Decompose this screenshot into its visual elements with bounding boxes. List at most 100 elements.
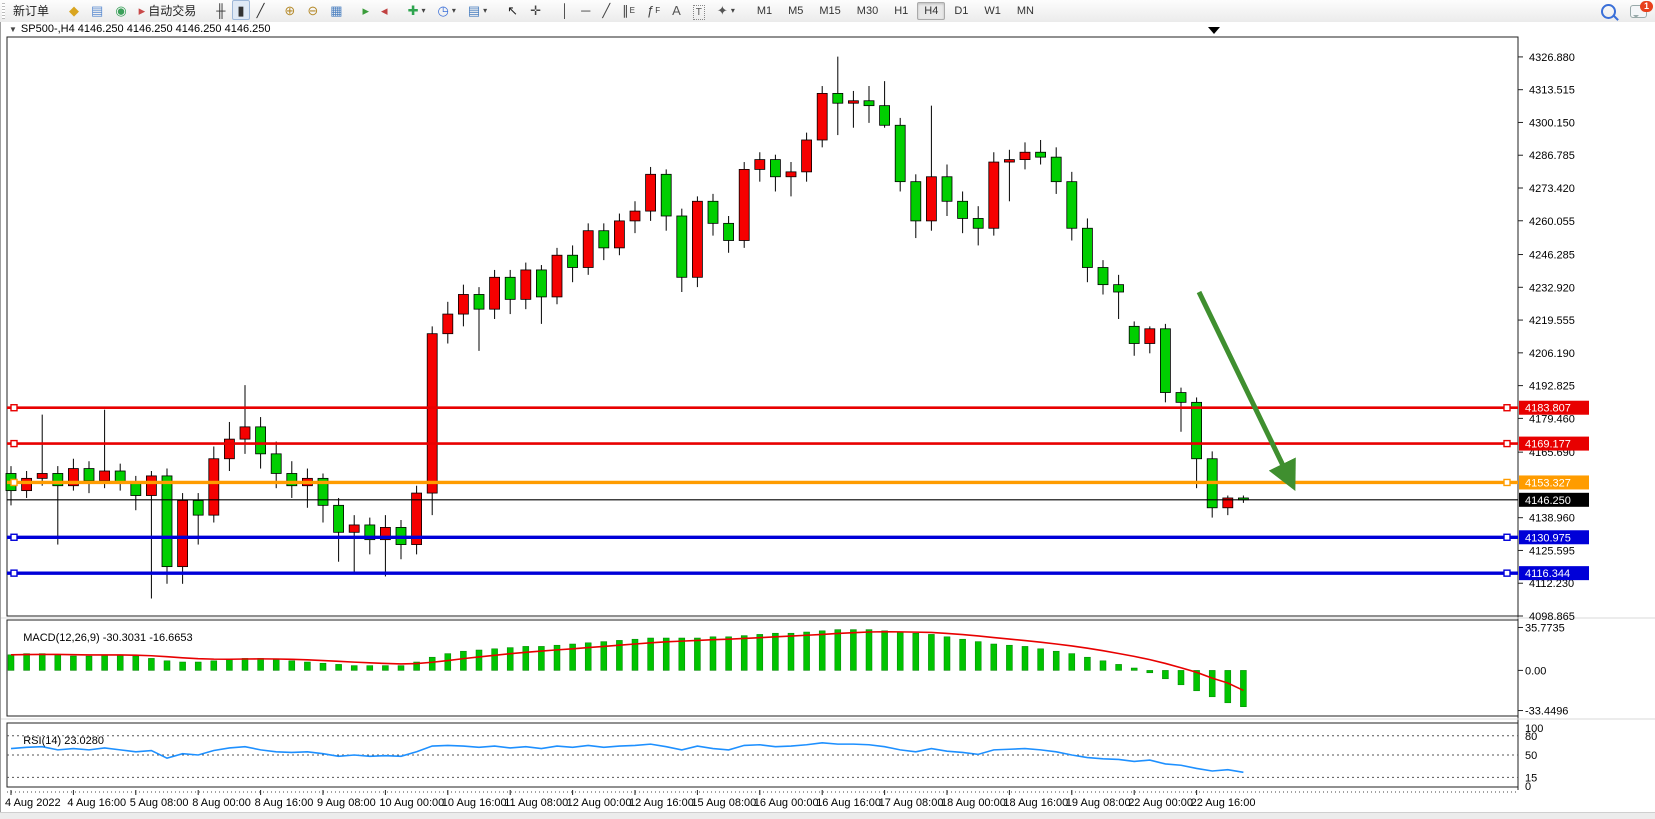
search-icon[interactable] <box>1601 3 1616 19</box>
signals-icon[interactable]: ◉ <box>110 0 131 20</box>
timeframe-m15[interactable]: M15 <box>819 5 841 17</box>
chevron-down-icon[interactable]: ▾ <box>483 5 488 15</box>
chevron-down-icon[interactable]: ▾ <box>421 5 426 15</box>
svg-text:4 Aug 16:00: 4 Aug 16:00 <box>67 797 126 809</box>
timeframe-h1[interactable]: H1 <box>894 5 909 17</box>
trendline-icon: ╱ <box>602 2 611 18</box>
data-window-icon[interactable]: ▤ <box>86 0 108 20</box>
svg-text:4219.555: 4219.555 <box>1529 315 1575 327</box>
svg-text:4260.055: 4260.055 <box>1529 216 1575 228</box>
svg-text:9 Aug 08:00: 9 Aug 08:00 <box>317 797 376 809</box>
svg-text:35.7735: 35.7735 <box>1525 622 1565 634</box>
svg-text:4192.825: 4192.825 <box>1529 381 1575 393</box>
main-panel-border <box>6 36 1519 617</box>
label-icon: T <box>692 4 705 20</box>
svg-text:16 Aug 00:00: 16 Aug 00:00 <box>754 797 819 809</box>
svg-text:16 Aug 16:00: 16 Aug 16:00 <box>816 797 881 809</box>
svg-text:22 Aug 16:00: 22 Aug 16:00 <box>1191 797 1256 809</box>
svg-text:4153.327: 4153.327 <box>1525 477 1571 489</box>
channel-icon[interactable]: ∥ E <box>622 2 635 18</box>
fibonacci-icon: ƒ <box>647 2 655 18</box>
chart-shift-icon[interactable]: ◂ <box>376 0 393 20</box>
signals-icon: ◉ <box>115 2 127 18</box>
svg-text:4138.960: 4138.960 <box>1529 513 1575 525</box>
svg-text:12 Aug 16:00: 12 Aug 16:00 <box>629 797 694 809</box>
svg-text:10 Aug 00:00: 10 Aug 00:00 <box>379 797 444 809</box>
new-order-button[interactable]: 新订单 <box>13 3 50 18</box>
timeframe-d1[interactable]: D1 <box>954 5 969 17</box>
trend-arrow-annotation[interactable] <box>1196 290 1296 492</box>
ohlc-bars-icon[interactable]: ╫ <box>211 0 230 20</box>
horizontal-line-icon[interactable]: ─ <box>576 0 595 20</box>
text-icon[interactable]: A <box>667 0 686 20</box>
chevron-down-icon[interactable]: ▾ <box>730 5 735 15</box>
svg-text:4098.865: 4098.865 <box>1529 611 1575 623</box>
indicators-button[interactable]: ✚ ▾ <box>403 0 431 20</box>
svg-text:4112.230: 4112.230 <box>1529 578 1574 590</box>
shapes-button[interactable]: ✦ ▾ <box>712 0 740 20</box>
svg-text:4 Aug 2022: 4 Aug 2022 <box>5 797 61 809</box>
tile-windows-icon: ▦ <box>330 2 343 18</box>
zoom-in-icon: ⊕ <box>284 2 296 18</box>
rsi-indicator-label: RSI(14) 23.0280 <box>23 735 104 747</box>
auto-scroll-icon[interactable]: ▸ <box>358 0 375 20</box>
cursor-icon[interactable]: ↖ <box>502 0 523 20</box>
timeframe-w1[interactable]: W1 <box>984 5 1001 17</box>
timeframe-m30[interactable]: M30 <box>856 5 879 17</box>
autotrading-button: ▸ <box>138 2 146 18</box>
toolbar-grip[interactable] <box>2 3 5 19</box>
timeframe-m1[interactable]: M1 <box>756 5 773 17</box>
crosshair-icon: ✛ <box>530 2 541 18</box>
svg-text:5 Aug 08:00: 5 Aug 08:00 <box>130 797 189 809</box>
svg-text:4313.515: 4313.515 <box>1529 85 1575 97</box>
notification-badge: 1 <box>1640 0 1653 12</box>
crosshair-icon[interactable]: ✛ <box>525 0 546 20</box>
svg-text:15 Aug 08:00: 15 Aug 08:00 <box>691 797 756 809</box>
templates-button[interactable]: ▤ ▾ <box>463 0 492 20</box>
label-icon[interactable]: T <box>688 2 710 22</box>
shapes-button: ✦ <box>716 2 728 18</box>
horizontal-line-icon: ─ <box>581 2 591 18</box>
horizontal-level-lines[interactable] <box>7 404 1518 577</box>
market-watch-icon[interactable]: ◆ <box>64 0 84 20</box>
svg-text:18 Aug 00:00: 18 Aug 00:00 <box>941 797 1006 809</box>
svg-text:80: 80 <box>1525 731 1537 743</box>
macd-panel: 35.7735 0.00 -33.4496 <box>7 622 1568 718</box>
candlestick-chart-icon[interactable]: ▮ <box>232 0 250 20</box>
periods-button[interactable]: ◷ ▾ <box>433 0 461 20</box>
tile-windows-icon[interactable]: ▦ <box>325 0 347 20</box>
chart-window[interactable]: ▼ SP500-,H4 4146.250 4146.250 4146.250 4… <box>0 22 1655 818</box>
market-watch-icon: ◆ <box>69 2 80 18</box>
chart-canvas[interactable]: 4326.880 4313.515 4300.150 4286.785 4273.420… <box>1 22 1655 818</box>
text-icon: A <box>672 2 681 18</box>
zoom-in-icon[interactable]: ⊕ <box>279 0 300 20</box>
candles-layer <box>5 56 1249 599</box>
timeframe-m5[interactable]: M5 <box>788 5 804 17</box>
line-chart-icon[interactable]: ╱ <box>252 0 270 20</box>
svg-text:4273.420: 4273.420 <box>1529 183 1575 195</box>
chart-dropdown-icon[interactable]: ▼ <box>9 24 17 34</box>
time-axis: 4 Aug 2022 4 Aug 16:00 5 Aug 08:00 8 Aug 00… <box>5 790 1518 809</box>
svg-text:12 Aug 00:00: 12 Aug 00:00 <box>567 797 632 809</box>
status-strip <box>0 812 1655 819</box>
svg-text:4300.150: 4300.150 <box>1529 117 1575 129</box>
vertical-line-icon[interactable]: │ <box>556 0 574 20</box>
chat-icon[interactable]: 1 <box>1630 0 1653 18</box>
svg-text:0.00: 0.00 <box>1525 665 1546 677</box>
data-window-icon: ▤ <box>91 2 104 18</box>
svg-text:4146.250: 4146.250 <box>1525 495 1571 507</box>
svg-text:50: 50 <box>1525 750 1537 762</box>
ohlc-bars-icon: ╫ <box>216 2 226 18</box>
trendline-icon[interactable]: ╱ <box>597 0 615 20</box>
autotrading-button[interactable]: ▸ 自动交易 <box>138 2 197 18</box>
zoom-out-icon[interactable]: ⊖ <box>302 0 323 20</box>
chevron-down-icon[interactable]: ▾ <box>451 5 456 15</box>
svg-text:15: 15 <box>1525 772 1537 784</box>
timeframe-h4[interactable]: H4 <box>917 2 946 20</box>
templates-button: ▤ <box>467 2 481 18</box>
timeframe-mn[interactable]: MN <box>1016 5 1034 17</box>
chart-title-row: ▼ SP500-,H4 4146.250 4146.250 4146.250 4… <box>7 22 270 36</box>
last-bar-marker-icon <box>1208 27 1220 34</box>
